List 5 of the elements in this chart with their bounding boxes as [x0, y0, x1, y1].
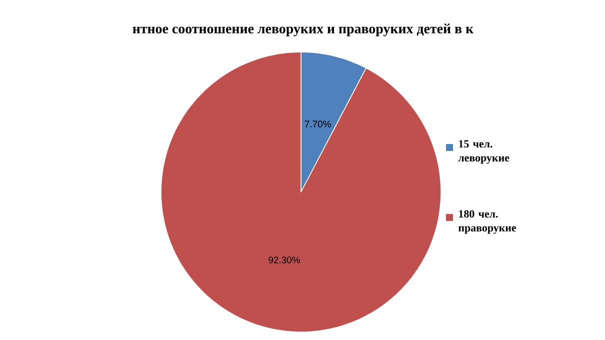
data-label: 92.30% — [268, 256, 300, 264]
data-label: 7.70% — [304, 120, 331, 128]
legend-label: 180 чел. праворукие — [458, 210, 516, 234]
chart-title: нтное соотношение леворуких и праворуких детей в к — [132, 24, 474, 36]
legend-label: 15 чел. леворукие — [458, 140, 510, 164]
